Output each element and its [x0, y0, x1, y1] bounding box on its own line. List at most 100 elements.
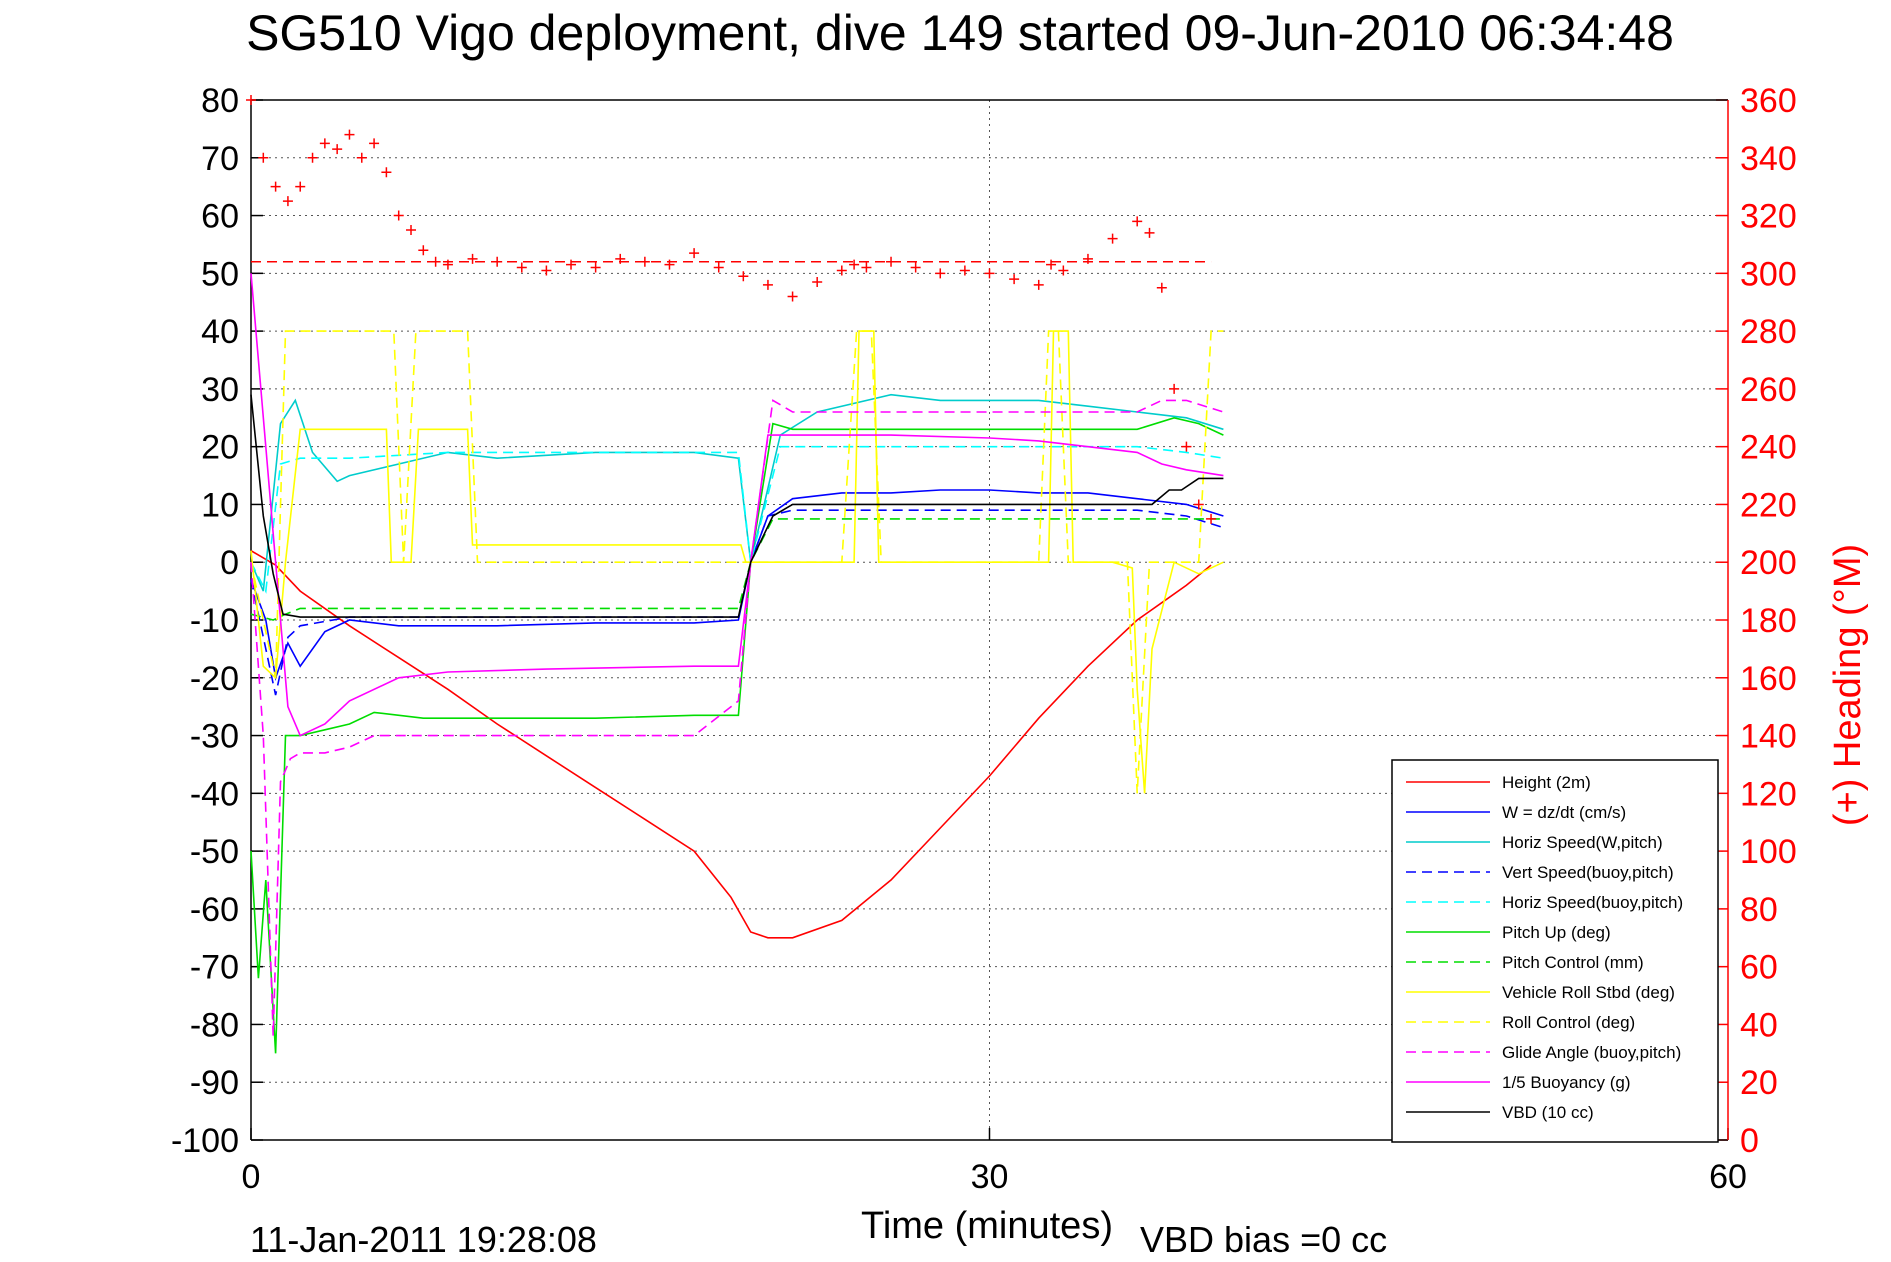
heading-marker: [849, 259, 860, 270]
series-line-9: [250, 399, 1224, 1037]
y-tick-label: -40: [190, 775, 239, 813]
y-tick-label: 0: [220, 544, 239, 582]
heading-marker: [282, 196, 293, 207]
heading-marker: [1206, 513, 1217, 524]
y-tick-label: -50: [190, 833, 239, 871]
series-line-1: [250, 489, 1224, 681]
y-tick-label: -70: [190, 949, 239, 987]
y-right-tick-label: 20: [1740, 1064, 1778, 1102]
legend-label: Horiz Speed(W,pitch): [1502, 833, 1663, 852]
y-tick-label: 30: [201, 371, 239, 409]
series-line-6: [250, 518, 1224, 621]
heading-marker: [356, 152, 367, 163]
heading-marker: [406, 225, 417, 235]
y-tick-label: -10: [190, 602, 239, 640]
heading-marker: [689, 248, 700, 259]
legend-label: Glide Angle (buoy,pitch): [1502, 1043, 1681, 1062]
y-tick-label: 50: [201, 255, 239, 293]
heading-marker: [886, 256, 897, 267]
series-line-7: [250, 330, 1224, 794]
y-tick-label: 10: [201, 486, 239, 524]
legend-label: VBD (10 cc): [1502, 1103, 1594, 1122]
heading-marker: [319, 138, 330, 149]
y-tick-label: 60: [201, 198, 239, 236]
heading-marker: [1144, 227, 1155, 238]
heading-marker: [295, 181, 306, 192]
y-right-tick-label: 360: [1740, 82, 1797, 120]
x-tick-label: 30: [971, 1158, 1009, 1196]
x-tick-label: 0: [242, 1158, 261, 1196]
y-tick-label: -20: [190, 660, 239, 698]
y-right-tick-label: 300: [1740, 255, 1797, 293]
heading-marker: [762, 279, 773, 290]
legend-label: Pitch Control (mm): [1502, 953, 1644, 972]
y-right-tick-label: 200: [1740, 544, 1797, 582]
series-line-3: [250, 509, 1224, 696]
heading-marker: [381, 167, 392, 178]
heading-marker: [246, 95, 256, 105]
heading-marker: [935, 268, 946, 279]
legend-box: [1391, 759, 1719, 1143]
heading-marker: [639, 256, 650, 267]
y-tick-label: -30: [190, 718, 239, 756]
heading-marker: [1169, 383, 1180, 394]
y-tick-label: 40: [201, 313, 239, 351]
legend-label: Horiz Speed(buoy,pitch): [1502, 893, 1683, 912]
y-right-tick-label: 80: [1740, 891, 1778, 929]
heading-marker: [836, 265, 847, 276]
y-tick-label: -80: [190, 1006, 239, 1044]
y-right-tick-label: 280: [1740, 313, 1797, 351]
heading-marker: [430, 256, 441, 267]
heading-marker: [590, 262, 601, 273]
heading-marker: [787, 291, 798, 302]
heading-marker: [1082, 253, 1093, 264]
heading-marker: [615, 253, 626, 264]
y-right-tick-label: 40: [1740, 1006, 1778, 1044]
x-tick-label: 60: [1709, 1158, 1747, 1196]
heading-marker: [1033, 279, 1044, 290]
heading-marker: [812, 277, 823, 287]
y-right-tick-label: 60: [1740, 949, 1778, 987]
legend-label: W = dz/dt (cm/s): [1502, 803, 1626, 822]
series-line-5: [250, 416, 1224, 1054]
heading-marker: [492, 256, 503, 267]
heading-marker: [442, 259, 453, 270]
heading-marker: [332, 144, 343, 155]
heading-marker: [664, 259, 675, 270]
y-right-tick-label: 180: [1740, 602, 1797, 640]
y-tick-label: 80: [201, 82, 239, 120]
y-axis-right-label: (+) Heading (°M): [1827, 544, 1869, 826]
heading-marker: [1058, 265, 1069, 276]
heading-marker: [910, 262, 921, 273]
series-line-8: [250, 330, 1224, 794]
heading-marker: [1156, 282, 1167, 293]
heading-marker: [344, 129, 355, 140]
footer-bias: VBD bias =0 cc: [1140, 1219, 1387, 1260]
legend-label: Vehicle Roll Stbd (deg): [1502, 983, 1675, 1002]
y-right-tick-label: 100: [1740, 833, 1797, 871]
chart-title: SG510 Vigo deployment, dive 149 started …: [246, 5, 1674, 61]
series-line-11: [250, 394, 1224, 618]
y-right-tick-label: 120: [1740, 775, 1797, 813]
y-right-tick-label: 140: [1740, 718, 1797, 756]
heading-marker: [1107, 233, 1118, 244]
series-line-2: [250, 393, 1224, 592]
heading-marker: [738, 271, 749, 282]
heading-marker: [1132, 216, 1143, 227]
legend-label: Pitch Up (deg): [1502, 923, 1611, 942]
legend: Height (2m) W = dz/dt (cm/s) Horiz Speed(W…: [1391, 759, 1719, 1143]
y-right-tick-label: 220: [1740, 486, 1797, 524]
heading-marker: [566, 259, 577, 270]
y-tick-label: 20: [201, 429, 239, 467]
series-line-0: [250, 550, 1212, 939]
legend-label: 1/5 Buoyancy (g): [1502, 1073, 1631, 1092]
y-tick-label: -60: [190, 891, 239, 929]
y-tick-label: -90: [190, 1064, 239, 1102]
y-right-tick-label: 340: [1740, 140, 1797, 178]
axes: 80706050403020100-10-20-30-40-50-60-70-8…: [171, 82, 1797, 1196]
heading-marker: [516, 262, 527, 273]
heading-marker: [1046, 259, 1057, 270]
y-tick-label: -100: [171, 1122, 239, 1160]
legend-label: Vert Speed(buoy,pitch): [1502, 863, 1674, 882]
